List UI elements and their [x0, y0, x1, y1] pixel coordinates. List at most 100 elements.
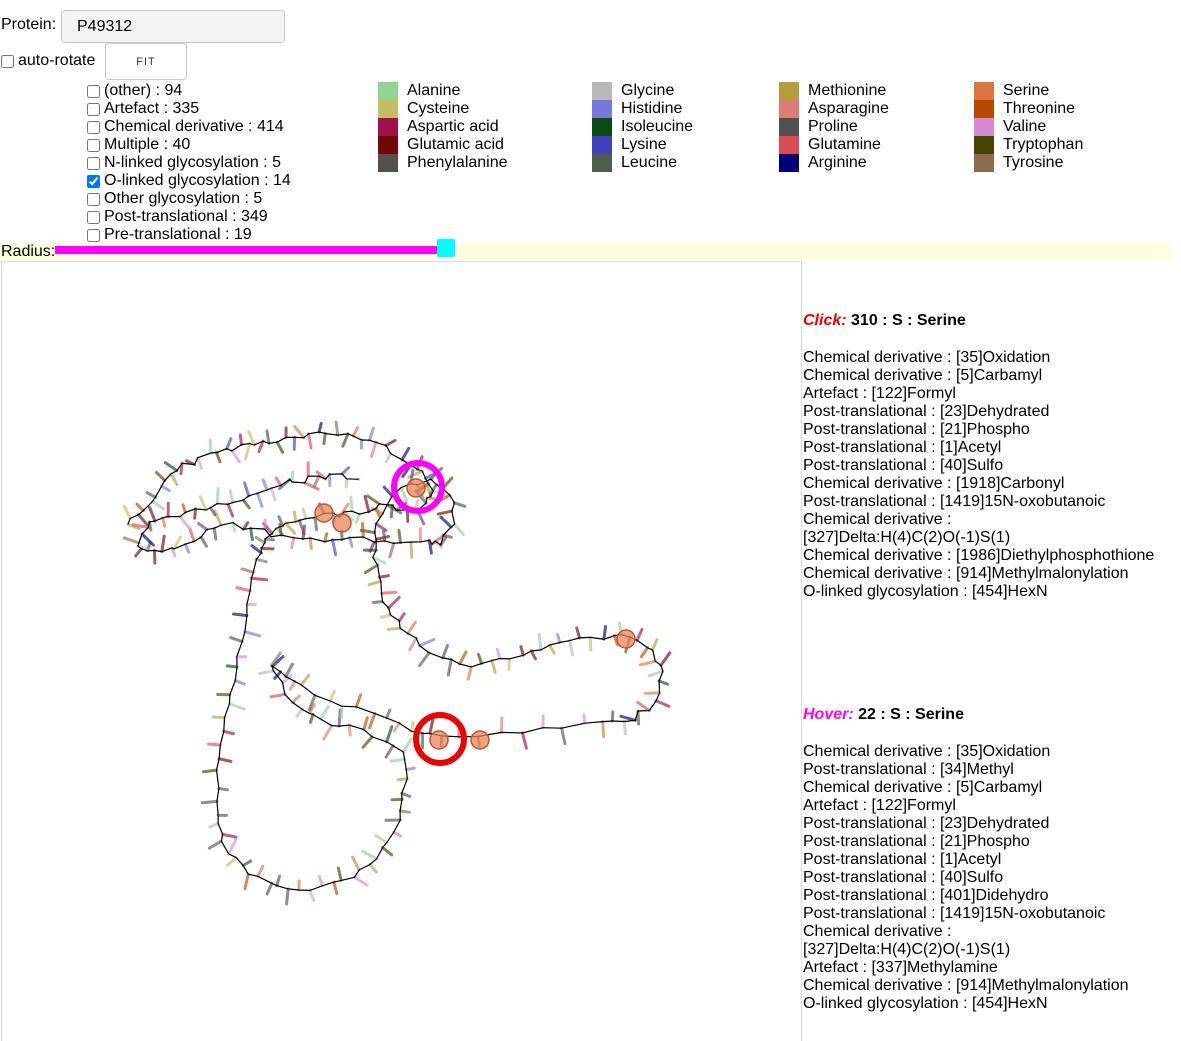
amino-acid-legend-item: Glycine [592, 82, 693, 100]
modification-entry: Post-translational : [21]Phospho [803, 421, 1173, 439]
mod-filter-label: Chemical derivative : 414 [104, 118, 284, 136]
color-swatch [592, 154, 612, 172]
ptm-residue-marker[interactable] [617, 630, 635, 648]
mod-filter-checkbox[interactable] [87, 121, 100, 134]
side-chain-stick [208, 744, 220, 745]
side-chain-stick [368, 496, 379, 504]
side-chain-stick [293, 696, 300, 702]
side-chain-stick [370, 714, 375, 728]
side-chain-stick [252, 578, 267, 580]
side-chain-stick [124, 506, 130, 518]
radius-slider-track[interactable] [55, 246, 455, 254]
side-chain-stick [364, 718, 368, 730]
mod-filter-row[interactable]: Chemical derivative : 414 [86, 118, 291, 136]
mod-filter-label: N-linked glycosylation : 5 [104, 154, 281, 172]
mod-filter-row[interactable]: (other) : 94 [86, 82, 291, 100]
mod-filter-checkbox[interactable] [87, 175, 100, 188]
side-chain-stick [210, 440, 211, 453]
amino-acid-name: Glycine [621, 82, 674, 100]
ptm-residue-marker[interactable] [430, 731, 448, 749]
side-chain-stick [286, 523, 295, 533]
side-chain-stick [394, 832, 401, 836]
side-chain-stick [460, 652, 466, 664]
radius-label: Radius: [1, 243, 55, 261]
mod-filter-row[interactable]: N-linked glycosylation : 5 [86, 154, 291, 172]
structure-viewer[interactable] [1, 261, 802, 1041]
side-chain-stick [230, 704, 245, 709]
side-chain-stick [363, 851, 377, 858]
modification-entry: Post-translational : [23]Dehydrated [803, 815, 1173, 833]
structure-canvas[interactable] [2, 262, 803, 1036]
side-chain-stick [215, 511, 221, 525]
amino-acid-name: Phenylalanine [407, 154, 508, 172]
side-chain-stick [363, 523, 364, 537]
side-chain-stick [228, 504, 233, 516]
mod-filter-row[interactable]: Pre-translational : 19 [86, 226, 291, 244]
amino-acid-name: Glutamine [808, 136, 881, 154]
mod-filter-checkbox[interactable] [87, 85, 100, 98]
side-chain-stick [203, 770, 216, 772]
modification-entry: Post-translational : [21]Phospho [803, 833, 1173, 851]
side-chain-stick [400, 811, 409, 813]
amino-acid-legend-item: Glutamic acid [378, 136, 508, 154]
side-chain-stick [199, 524, 207, 530]
mod-filter-row[interactable]: O-linked glycosylation : 14 [86, 172, 291, 190]
side-chain-stick [492, 661, 495, 673]
mod-filter-checkbox[interactable] [87, 157, 100, 170]
side-chain-stick [531, 651, 535, 659]
side-chain-stick [374, 602, 383, 603]
amino-acid-name: Glutamic acid [407, 136, 504, 154]
mod-filter-checkbox[interactable] [87, 211, 100, 224]
modification-entry: [327]Delta:H(4)C(2)O(-1)S(1) [803, 941, 1173, 959]
side-chain-stick [217, 453, 220, 462]
amino-acid-name: Lysine [621, 136, 667, 154]
side-chain-stick [376, 524, 386, 531]
side-chain-stick [257, 493, 262, 506]
mod-filter-checkbox[interactable] [87, 139, 100, 152]
amino-acid-legend-item: Alanine [378, 82, 508, 100]
color-swatch [974, 82, 994, 100]
auto-rotate-checkbox[interactable] [1, 55, 14, 68]
radius-slider-thumb[interactable] [437, 239, 455, 257]
ptm-residue-marker[interactable] [471, 731, 489, 749]
mod-filter-label: Pre-translational : 19 [104, 226, 252, 244]
mod-filter-row[interactable]: Artefact : 335 [86, 100, 291, 118]
ptm-residue-marker[interactable] [315, 504, 333, 522]
auto-rotate-toggle[interactable]: auto-rotate [0, 52, 95, 70]
modification-entry: Chemical derivative : [5]Carbamyl [803, 367, 1173, 385]
side-chain-stick [570, 641, 573, 656]
side-chain-stick [242, 569, 253, 572]
mod-filter-row[interactable]: Post-translational : 349 [86, 208, 291, 226]
side-chain-stick [381, 615, 390, 617]
side-chain-stick [455, 524, 464, 535]
side-chain-stick [356, 514, 359, 522]
side-chain-stick [386, 454, 390, 462]
ptm-residue-marker[interactable] [407, 479, 425, 497]
side-chain-stick [438, 511, 452, 514]
mod-filter-checkbox[interactable] [87, 229, 100, 242]
mod-filter-checkbox[interactable] [87, 103, 100, 116]
side-chain-stick [287, 889, 289, 904]
amino-acid-legend-item: Glutamine [779, 136, 889, 154]
side-chain-stick [309, 434, 312, 448]
mod-filter-row[interactable]: Other glycosylation : 5 [86, 190, 291, 208]
mod-filter-row[interactable]: Multiple : 40 [86, 136, 291, 154]
color-swatch [378, 136, 398, 154]
side-chain-stick [478, 654, 481, 663]
protein-input[interactable] [61, 10, 285, 43]
amino-acid-legend-item: Phenylalanine [378, 154, 508, 172]
side-chain-stick [292, 472, 293, 482]
amino-acid-legend-item: Proline [779, 118, 889, 136]
side-chain-stick [319, 423, 321, 432]
click-info-panel: Click: 310 : S : Serine Chemical derivat… [803, 312, 1173, 601]
side-chain-stick [190, 529, 194, 541]
fit-button[interactable]: FIT [105, 43, 187, 80]
amino-acid-legend-item: Lysine [592, 136, 693, 154]
ptm-residue-marker[interactable] [333, 514, 351, 532]
side-chain-stick [342, 468, 349, 474]
mod-filter-checkbox[interactable] [87, 193, 100, 206]
side-chain-stick [497, 649, 499, 658]
side-chain-stick [246, 444, 250, 459]
